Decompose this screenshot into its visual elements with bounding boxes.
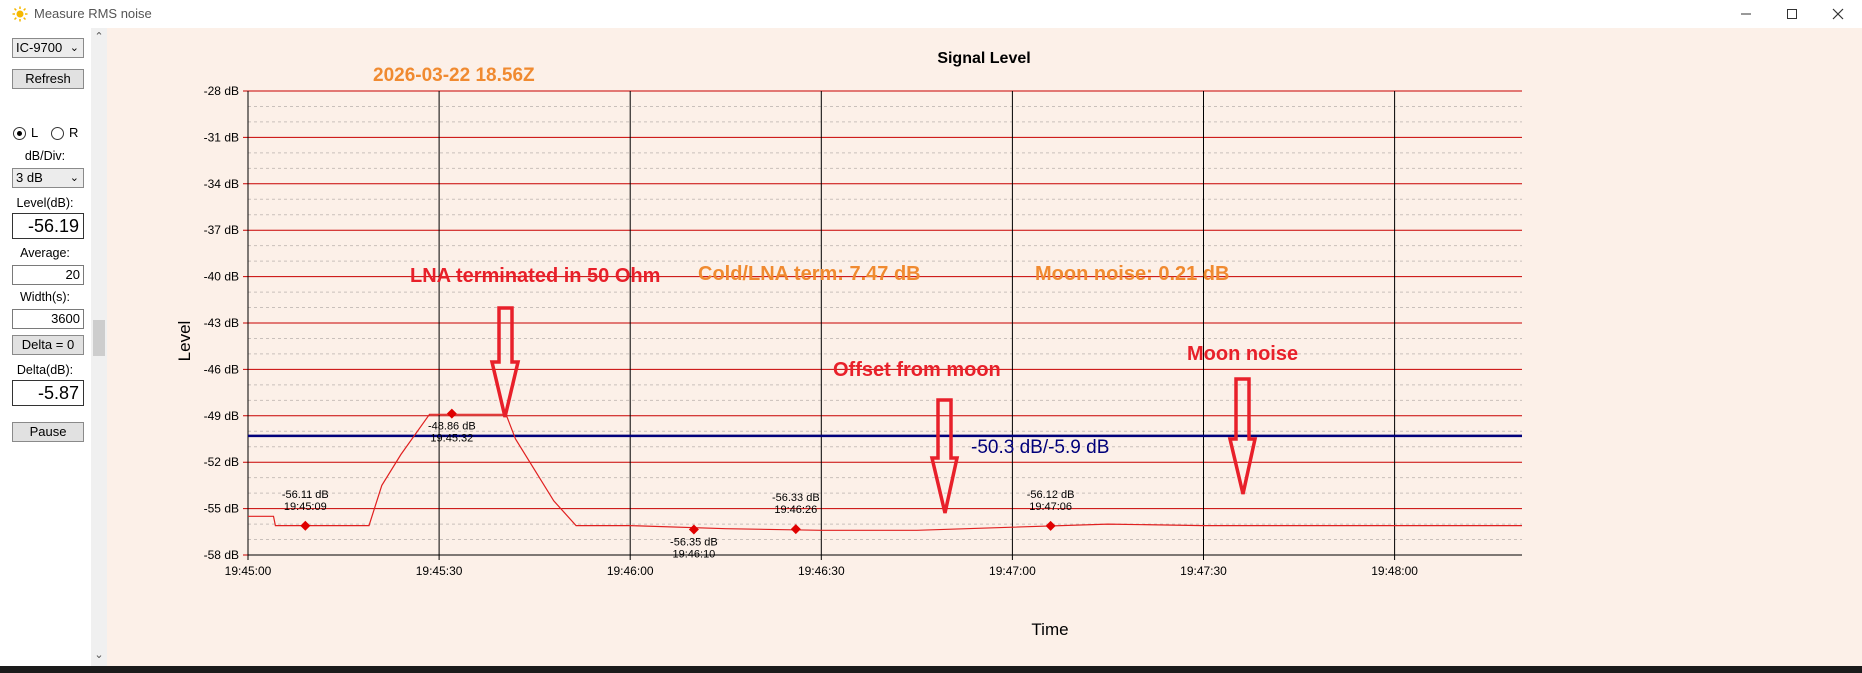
minimize-button[interactable]	[1723, 0, 1769, 28]
delta-zero-button[interactable]: Delta = 0	[12, 335, 84, 355]
x-tick-label: 19:46:00	[607, 564, 654, 578]
annotation-moon-noise: Moon noise	[1187, 343, 1298, 365]
y-tick-label: -46 dB	[204, 362, 239, 376]
radio-right-label: R	[69, 125, 79, 140]
radio-left[interactable]	[13, 127, 26, 140]
y-tick-label: -37 dB	[204, 223, 239, 237]
data-point-time-label: 19:46:10	[672, 548, 715, 560]
data-point-marker	[790, 524, 801, 535]
data-point-value-label: -56.35 dB	[670, 536, 718, 548]
y-tick-label: -58 dB	[204, 548, 239, 562]
data-point-value-label: -56.11 dB	[282, 489, 329, 501]
radio-right[interactable]	[51, 127, 64, 140]
y-tick-label: -34 dB	[204, 177, 239, 191]
data-point-marker	[300, 520, 311, 531]
x-tick-label: 19:48:00	[1371, 564, 1418, 578]
x-tick-label: 19:45:30	[416, 564, 463, 578]
arrow-down-icon	[489, 306, 521, 418]
signal-level-chart: -28 dB -31 dB -34 dB -37 dB -40 dB -43 dB -46 …	[175, 50, 1522, 639]
radio-selected-dot	[17, 131, 22, 136]
maximize-button[interactable]	[1769, 0, 1815, 28]
sun-icon	[12, 6, 28, 22]
annotation-offset-from-moon: Offset from moon	[833, 359, 1001, 381]
control-panel: IC-9700 ⌄ Refresh L R dB/Div: 3 dB ⌄ Lev…	[0, 28, 90, 666]
title-bar[interactable]: Measure RMS noise	[0, 0, 1862, 28]
x-tick-label: 19:47:30	[1180, 564, 1227, 578]
scroll-down-icon[interactable]: ⌄	[94, 649, 104, 661]
delta-label: Delta(dB):	[16, 363, 74, 377]
y-tick-label: -43 dB	[204, 316, 239, 330]
chart-area: -28 dB -31 dB -34 dB -37 dB -40 dB -43 dB -46 …	[107, 28, 1862, 666]
chevron-down-icon: ⌄	[69, 172, 79, 184]
close-button[interactable]	[1815, 0, 1861, 28]
y-tick-label: -49 dB	[204, 409, 239, 423]
arrow-down-icon	[1227, 377, 1258, 495]
delta-display: -5.87	[12, 380, 84, 406]
data-point-time-label: 19:45:32	[430, 433, 473, 445]
arrow-down-icon	[929, 398, 960, 514]
data-point-value-label: -56.33 dB	[772, 492, 820, 504]
average-label: Average:	[20, 246, 70, 260]
annotation-moon-noise-value: Moon noise: 0.21 dB	[1035, 263, 1229, 285]
x-tick-label: 19:45:00	[225, 564, 272, 578]
scroll-thumb[interactable]	[93, 320, 105, 356]
annotation-lna-terminated: LNA terminated in 50 Ohm	[410, 265, 660, 287]
db-div-select[interactable]: 3 dB ⌄	[12, 168, 84, 188]
signal-series-line	[248, 413, 1522, 531]
x-tick-label: 19:47:00	[989, 564, 1036, 578]
y-tick-label: -28 dB	[204, 84, 239, 98]
average-input[interactable]: 20	[12, 265, 84, 285]
width-input[interactable]: 3600	[12, 309, 84, 329]
vertical-scrollbar[interactable]: ⌃ ⌄	[91, 28, 107, 666]
minimize-icon	[1741, 13, 1751, 15]
level-label: Level(dB):	[16, 196, 74, 210]
width-label: Width(s):	[20, 290, 70, 304]
data-point-marker	[688, 524, 699, 535]
chart-title: Signal Level	[937, 50, 1030, 67]
data-point-time-label: 19:45:09	[284, 501, 327, 513]
data-point-time-label: 19:46:26	[774, 504, 817, 516]
db-div-value: 3 dB	[16, 170, 43, 185]
maximize-icon	[1787, 9, 1797, 19]
y-axis-label: Level	[175, 321, 194, 362]
pause-button[interactable]: Pause	[12, 422, 84, 442]
chart-timestamp: 2026-03-22 18.56Z	[373, 65, 535, 86]
x-axis-label: Time	[1031, 620, 1068, 639]
scroll-up-icon[interactable]: ⌃	[94, 31, 104, 43]
db-div-label: dB/Div:	[24, 149, 66, 163]
data-point-time-label: 19:47:06	[1029, 501, 1072, 513]
y-tick-label: -31 dB	[204, 130, 239, 144]
radio-left-label: L	[31, 125, 39, 140]
reference-line-label: -50.3 dB/-5.9 dB	[971, 437, 1109, 458]
refresh-button[interactable]: Refresh	[12, 69, 84, 89]
chevron-down-icon: ⌄	[69, 42, 79, 54]
radio-select[interactable]: IC-9700 ⌄	[12, 38, 84, 58]
window-title: Measure RMS noise	[34, 6, 152, 21]
data-point-value-label: -56.12 dB	[1027, 489, 1075, 501]
y-tick-label: -40 dB	[204, 270, 239, 284]
y-tick-label: -52 dB	[204, 455, 239, 469]
level-display: -56.19	[12, 213, 84, 239]
radio-select-value: IC-9700	[16, 40, 63, 55]
data-point-marker	[1045, 520, 1056, 531]
y-tick-label: -55 dB	[204, 502, 239, 516]
x-tick-label: 19:46:30	[798, 564, 845, 578]
data-point-value-label: -48.86 dB	[428, 421, 476, 433]
data-point-marker	[446, 408, 457, 419]
annotation-cold-lna: Cold/LNA term: 7.47 dB	[698, 263, 921, 285]
close-icon	[1832, 8, 1844, 20]
